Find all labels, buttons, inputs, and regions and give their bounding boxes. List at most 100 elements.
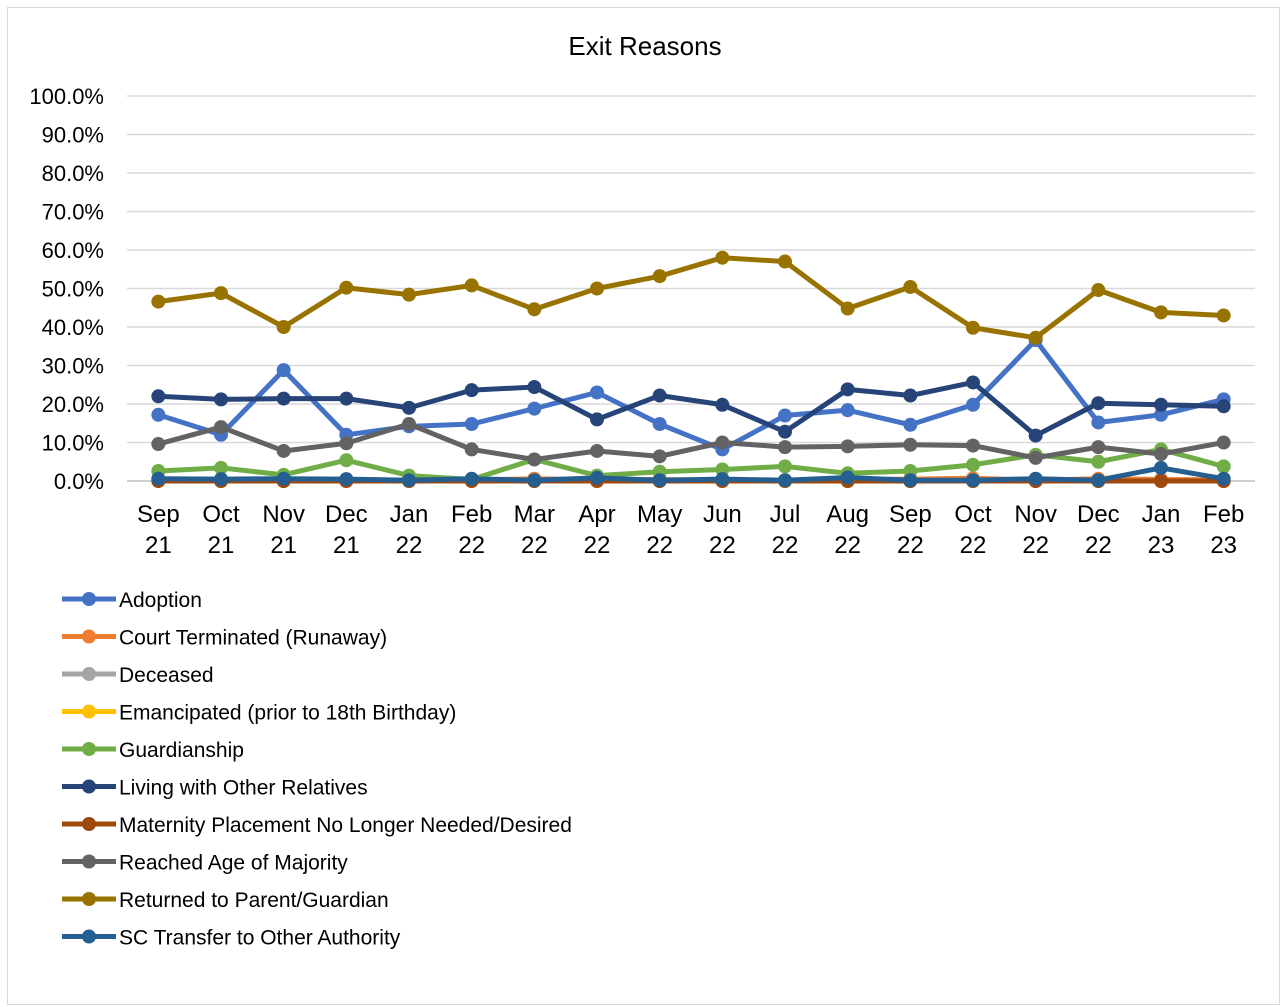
data-point [840,403,855,418]
x-tick-label: Jan 23 [1142,501,1181,559]
data-point [402,417,416,432]
data-point [527,452,542,467]
data-point [778,459,792,474]
data-point [339,280,354,295]
data-point [464,383,479,398]
data-point [1028,471,1043,486]
data-point [276,320,291,334]
data-point [590,443,604,458]
series-line [155,379,1227,439]
data-point [903,473,918,488]
legend-swatch-marker [82,704,96,719]
legend-label: Reached Age of Majority [119,852,348,875]
data-point [715,250,730,265]
data-point [590,470,604,485]
legend-item: Living with Other Relatives [62,777,368,800]
y-axis-ticks: 0.0% 10.0% 20.0% 30.0% 40.0% 50.0% 60.0% 70.0% 8… [29,84,104,494]
data-point [464,471,479,486]
data-point [590,385,604,400]
data-point [903,279,918,294]
y-tick-label: 0.0% [54,469,104,494]
data-point [527,380,542,395]
x-tick-label: Nov 22 [1014,501,1057,559]
y-tick-label: 10.0% [42,431,104,456]
x-axis-ticks: Sep 21 Oct 21 Nov 21 Dec 21 Jan 22 Feb 22 Mar 22 Apr 22… [137,501,1244,559]
data-point [276,391,291,406]
data-point [966,457,980,472]
data-point [590,412,604,427]
data-point [1091,454,1106,469]
legend-swatch-marker [82,854,96,869]
series-line [155,337,1227,452]
legend-item: Maternity Placement No Longer Needed/Des… [62,814,572,837]
y-tick-label: 30.0% [42,354,104,379]
data-point [464,278,479,293]
legend-swatch-marker [82,742,96,756]
data-point [1028,330,1043,345]
data-point [966,438,980,453]
x-tick-label: Dec 21 [325,501,368,559]
data-point [1091,283,1106,298]
legend-swatch-marker [82,779,96,794]
legend-item: Deceased [62,664,214,687]
data-point [339,391,354,406]
data-point [1091,415,1106,430]
data-point [1154,447,1168,462]
data-point [840,382,855,397]
data-point [590,281,604,296]
legend-label: Emancipated (prior to 18th Birthday) [119,702,456,725]
x-tick-label: Jan 22 [390,501,429,559]
data-point [903,417,918,432]
data-point [1154,407,1168,422]
data-point [214,420,228,435]
data-point [151,437,166,452]
y-tick-label: 20.0% [42,392,104,417]
x-tick-label: Mar 22 [514,501,555,559]
data-point [151,471,166,486]
gridlines [127,95,1255,482]
legend-label: Returned to Parent/Guardian [119,889,389,912]
legend-swatch-marker [82,892,96,906]
data-point [1154,397,1168,412]
legend: Adoption Court Terminated (Runaway) Deceas… [62,589,572,950]
y-tick-label: 80.0% [42,161,104,186]
data-point [1028,428,1043,443]
x-tick-label: Jun 22 [703,501,742,559]
data-point [276,443,291,458]
legend-label: Adoption [119,589,202,612]
legend-item: Returned to Parent/Guardian [62,889,389,912]
data-point [214,286,228,301]
data-point [1091,440,1106,455]
data-point [1154,460,1168,475]
x-tick-label: May 22 [637,501,682,559]
series-line [155,255,1227,341]
data-point [276,363,291,378]
y-tick-label: 40.0% [42,315,104,340]
data-point [402,473,416,488]
legend-swatch-marker [82,629,96,644]
series-line [155,421,1227,462]
chart-title: Exit Reasons [568,31,721,61]
data-point [840,439,855,454]
series-reached-age-of-majority [151,417,1231,467]
data-point [214,460,228,475]
data-point [966,397,980,412]
y-tick-label: 50.0% [42,277,104,302]
data-point [652,417,667,432]
data-point [715,397,730,412]
data-point [1028,450,1043,465]
data-point [903,437,918,452]
data-point [903,388,918,403]
series-lines [151,250,1231,488]
data-point [715,472,730,487]
data-point [464,417,479,432]
data-point [966,375,980,390]
data-point [652,388,667,403]
data-point [778,254,792,269]
x-tick-label: Apr 22 [578,501,615,559]
data-point [778,408,792,423]
series-returned-to-parent-guardian [151,250,1231,345]
legend-swatch-marker [82,929,96,944]
y-tick-label: 60.0% [42,238,104,263]
